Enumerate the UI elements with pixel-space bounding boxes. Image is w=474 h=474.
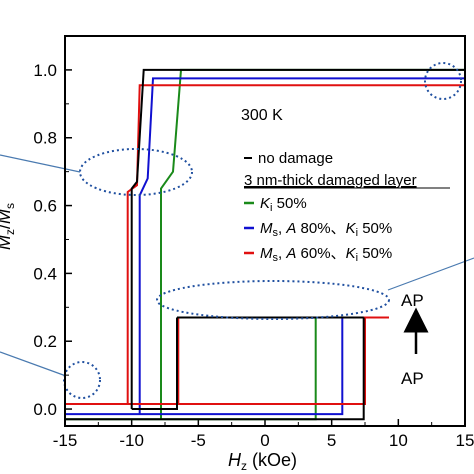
series-line-2-lower	[65, 317, 344, 416]
highlight-ellipse-minor-loop	[156, 280, 390, 320]
x-tick-label: 15	[456, 431, 474, 450]
y-axis-title: Mz/Ms	[0, 203, 17, 250]
callout-line-bottom-left	[0, 351, 67, 377]
plot-frame	[64, 35, 466, 427]
callout-line-right	[387, 257, 474, 291]
highlight-ellipse-bottom-left	[63, 361, 101, 399]
highlight-ellipse-top-right	[424, 62, 462, 100]
series-line-3-lower	[65, 317, 366, 405]
series-line-0-minor-bottom	[131, 317, 178, 410]
axis-ticks: -15 -10 -5 0 5 10 15 0.0 0.2 0.4 0.6 0.8 1.0	[33, 35, 474, 450]
callout-line-left	[0, 154, 81, 173]
series-line-0-lower	[65, 317, 365, 421]
y-tick-label: 0.8	[33, 129, 57, 148]
y-tick-label: 0.6	[33, 197, 57, 216]
y-tick-label: 1.0	[33, 61, 57, 80]
ap-label-top: AP	[401, 291, 424, 310]
ap-label-bottom: AP	[401, 369, 424, 388]
x-tick-label: -10	[119, 431, 144, 450]
legend: no damage 3 nm-thick damaged layer Ki 50…	[244, 150, 450, 264]
annotation-layer	[0, 62, 474, 399]
x-tick-label: -5	[191, 431, 206, 450]
series-line-0-upper	[130, 68, 465, 409]
legend-label-ki: Ki 50%	[260, 195, 307, 214]
x-axis-title: Hz (kOe)	[228, 450, 297, 473]
legend-label-no-damage: no damage	[258, 150, 333, 167]
y-tick-label: 0.4	[33, 264, 57, 283]
legend-label-ms-60: Ms, A 60%、Ki 50%	[260, 245, 392, 264]
x-tick-label: -15	[53, 431, 78, 450]
y-tick-label: 0.0	[33, 400, 57, 419]
series-line-3-upper	[126, 84, 465, 404]
series-line-2-upper	[138, 77, 465, 415]
x-tick-label: 0	[260, 431, 269, 450]
temperature-label: 300 K	[241, 107, 283, 124]
x-tick-label: 10	[389, 431, 408, 450]
highlight-ellipse-left-branch	[79, 148, 193, 196]
legend-label-ms-80: Ms, A 80%、Ki 50%	[260, 220, 392, 239]
legend-header: 3 nm-thick damaged layer	[244, 172, 417, 189]
x-tick-label: 5	[327, 431, 336, 450]
y-tick-label: 0.2	[33, 332, 57, 351]
